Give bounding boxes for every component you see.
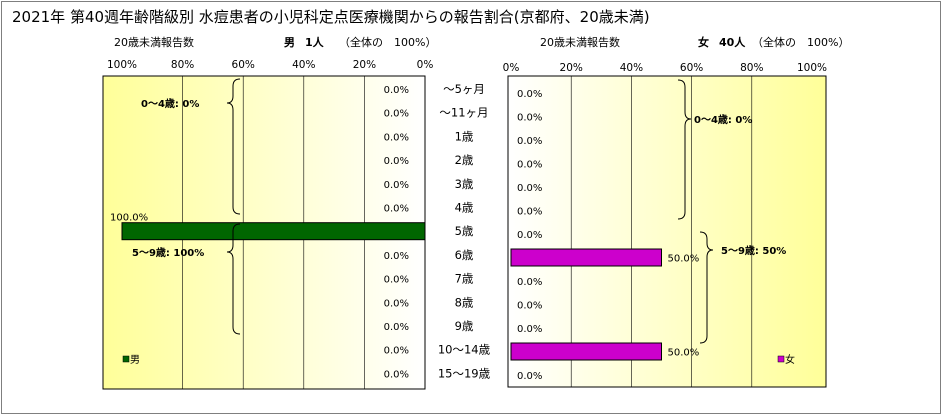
male-x-tick-label: 80%	[171, 59, 194, 71]
female-axis-label: 20歳未満報告数	[540, 36, 620, 49]
male-axis-label: 20歳未満報告数	[114, 36, 194, 49]
male-data-label: 0.0%	[384, 298, 409, 309]
female-data-label: 0.0%	[517, 371, 542, 382]
female-x-tick-label: 100%	[797, 62, 827, 74]
category-label: 2歳	[455, 153, 474, 167]
male-x-tick-label: 40%	[292, 59, 315, 71]
female-x-tick-label: 0%	[503, 62, 520, 74]
male-bracket-5-9	[226, 223, 241, 335]
male-x-tick-label: 0%	[417, 59, 434, 71]
male-data-label: 0.0%	[384, 132, 409, 143]
male-bracket-0-4	[226, 78, 241, 215]
category-label: 15～19歳	[438, 366, 491, 380]
male-data-label: 0.0%	[384, 180, 409, 191]
category-label: 10～14歳	[438, 343, 491, 357]
female-bracket-0-4	[677, 79, 692, 220]
male-data-label: 0.0%	[384, 85, 409, 96]
category-label: 6歳	[455, 248, 474, 262]
male-data-label: 0.0%	[384, 204, 409, 215]
male-data-label: 0.0%	[384, 346, 409, 357]
chart-title: 2021年 第40週年齢階級別 水痘患者の小児科定点医療機関からの報告割合(京都…	[12, 8, 650, 26]
female-bracket-label-5-9: 5～9歳: 50%	[721, 244, 786, 257]
male-x-tick-label: 60%	[232, 59, 255, 71]
category-label: 7歳	[455, 272, 474, 286]
female-data-label: 0.0%	[517, 207, 542, 218]
male-data-label: 0.0%	[384, 251, 409, 262]
female-bar	[510, 248, 662, 267]
category-label: 3歳	[455, 177, 474, 191]
male-data-label: 0.0%	[384, 156, 409, 167]
female-bar	[510, 342, 662, 361]
female-legend-label: 女	[785, 353, 795, 366]
male-bar	[121, 222, 426, 241]
female-total-note: （全体の 100%）	[752, 35, 849, 49]
female-data-label: 0.0%	[517, 230, 542, 241]
female-data-label: 0.0%	[517, 301, 542, 312]
male-data-label: 100.0%	[110, 213, 148, 224]
female-data-label: 0.0%	[517, 136, 542, 147]
female-data-label: 50.0%	[668, 348, 700, 359]
category-label: 8歳	[455, 295, 474, 309]
female-data-label: 0.0%	[517, 277, 542, 288]
female-header: 女	[698, 35, 709, 49]
male-data-label: 0.0%	[384, 369, 409, 380]
female-plot-area	[507, 75, 827, 388]
female-x-tick-label: 80%	[740, 62, 763, 74]
female-count: 40人	[719, 35, 746, 49]
male-bracket-label-5-9: 5～9歳: 100%	[132, 246, 204, 259]
category-label: 5歳	[455, 224, 474, 238]
female-bracket-5-9	[699, 231, 714, 344]
male-x-tick-label: 20%	[353, 59, 376, 71]
male-data-label: 0.0%	[384, 109, 409, 120]
category-label: 4歳	[455, 201, 474, 215]
male-legend-label: 男	[130, 354, 140, 366]
female-x-tick-label: 20%	[560, 62, 583, 74]
female-data-label: 0.0%	[517, 324, 542, 335]
category-label: ～5ヶ月	[443, 82, 485, 96]
category-label: 9歳	[455, 319, 474, 333]
male-bracket-label-0-4: 0～4歳: 0%	[141, 97, 199, 110]
male-legend-swatch	[122, 355, 130, 363]
male-count: 1人	[305, 35, 325, 49]
male-data-label: 0.0%	[384, 322, 409, 333]
female-data-label: 0.0%	[517, 160, 542, 171]
female-data-label: 0.0%	[517, 113, 542, 124]
male-x-tick-label: 100%	[107, 59, 137, 71]
female-x-tick-label: 40%	[620, 62, 643, 74]
male-header: 男	[284, 36, 295, 49]
male-data-label: 0.0%	[384, 275, 409, 286]
female-data-label: 50.0%	[668, 254, 700, 265]
category-label: ～11ヶ月	[439, 106, 488, 120]
female-x-tick-label: 60%	[680, 62, 703, 74]
category-label: 1歳	[455, 129, 474, 143]
female-bracket-label-0-4: 0～4歳: 0%	[694, 113, 752, 126]
female-data-label: 0.0%	[517, 89, 542, 100]
male-total-note: （全体の 100%）	[339, 35, 436, 49]
female-legend-swatch	[777, 355, 785, 363]
female-data-label: 0.0%	[517, 183, 542, 194]
